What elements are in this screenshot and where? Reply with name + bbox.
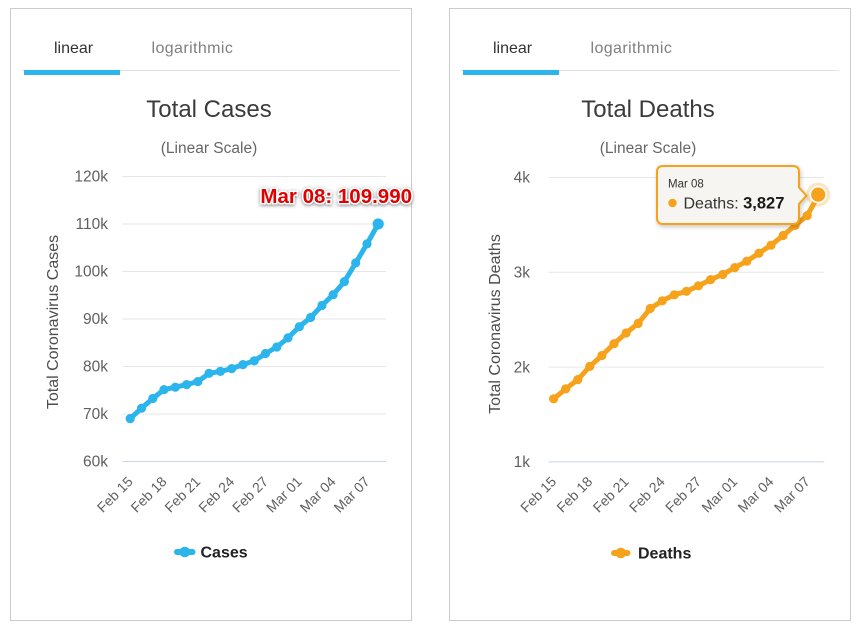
svg-text:Feb 15: Feb 15	[94, 473, 136, 515]
svg-text:Mar 07: Mar 07	[330, 473, 372, 515]
svg-text:60k: 60k	[83, 454, 108, 471]
svg-text:Feb 15: Feb 15	[517, 473, 559, 515]
svg-text:Mar 08: Mar 08	[668, 179, 704, 191]
svg-text:Mar 07: Mar 07	[771, 473, 813, 515]
svg-text:Mar 01: Mar 01	[698, 473, 740, 515]
svg-text:Feb 21: Feb 21	[590, 473, 632, 515]
svg-text:Mar 01: Mar 01	[263, 473, 305, 515]
svg-text:Total Coronavirus Cases: Total Coronavirus Cases	[45, 235, 62, 409]
svg-text:Deaths: 3,827: Deaths: 3,827	[684, 195, 785, 213]
svg-text:120k: 120k	[74, 169, 108, 186]
svg-text:90k: 90k	[83, 311, 108, 328]
svg-text:Feb 18: Feb 18	[127, 473, 169, 515]
svg-text:Mar 04: Mar 04	[297, 473, 339, 515]
svg-text:Mar 08: 109.990: Mar 08: 109.990	[260, 185, 412, 208]
svg-text:4k: 4k	[514, 170, 531, 187]
svg-text:70k: 70k	[83, 406, 108, 423]
svg-text:1k: 1k	[514, 454, 531, 471]
svg-text:Feb 18: Feb 18	[553, 473, 595, 515]
svg-text:Mar 04: Mar 04	[734, 473, 776, 515]
svg-text:100k: 100k	[74, 264, 108, 281]
svg-text:Cases: Cases	[201, 545, 248, 562]
svg-text:Total Coronavirus Deaths: Total Coronavirus Deaths	[487, 234, 504, 414]
svg-text:Feb 27: Feb 27	[229, 473, 271, 515]
svg-text:80k: 80k	[83, 359, 108, 376]
svg-text:Feb 24: Feb 24	[195, 473, 237, 515]
svg-text:Feb 21: Feb 21	[161, 473, 203, 515]
svg-text:2k: 2k	[514, 359, 531, 376]
svg-text:Deaths: Deaths	[638, 546, 691, 563]
svg-text:110k: 110k	[76, 216, 109, 233]
svg-text:Feb 27: Feb 27	[662, 473, 704, 515]
svg-text:Feb 24: Feb 24	[626, 473, 668, 515]
svg-text:3k: 3k	[514, 265, 531, 282]
